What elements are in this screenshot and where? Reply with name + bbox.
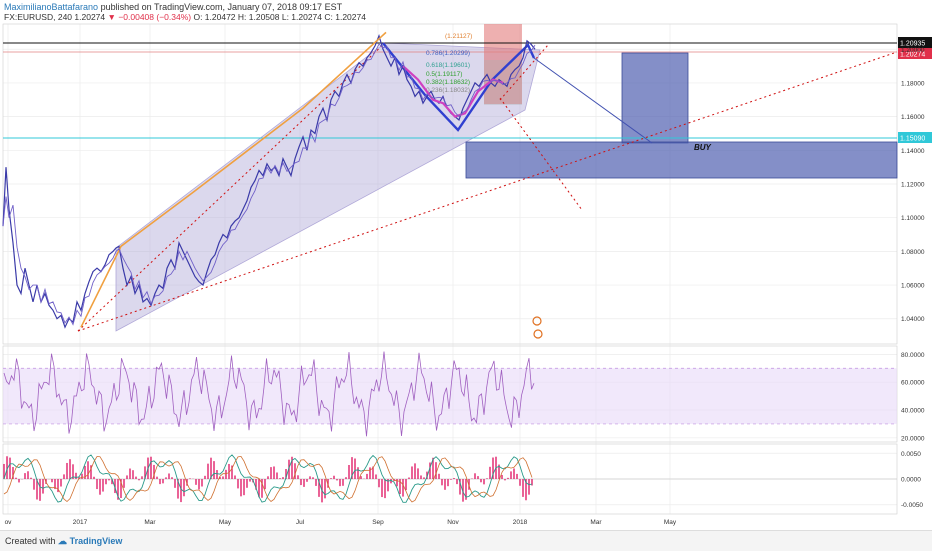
y-tick-label: 20.0000 [901,435,925,442]
y-tick-label: 1.18000 [901,80,925,87]
event-icon[interactable] [533,329,543,339]
y-tick-label: 0.0000 [901,477,921,484]
y-tick-label: 1.12000 [901,182,925,189]
symbol-label: FX:EURUSD, 240 [4,12,73,22]
rsi-series [3,351,897,437]
published-text: published on TradingView.com, January 07… [100,2,343,12]
price-panel [2,23,898,345]
price-line [2,33,536,329]
event-markers[interactable] [532,316,543,339]
macd-line [3,454,533,503]
chart-canvas[interactable]: (1.21127) 0.786(1.20299) 0.618(1.19601) 0.5… [0,0,932,530]
x-tick-label: Mar [590,519,602,526]
publish-line: MaximilianoBattafarano published on Trad… [4,2,342,12]
macd-series [3,454,897,503]
price-series [2,31,536,329]
buy-label: BUY [694,143,712,152]
target-box [621,52,689,144]
y-tick-label: 40.0000 [901,408,925,415]
fib-level-label: 0.236(1.18032) [426,87,470,94]
price-tag-resistance-text: 1.20935 [900,41,925,48]
y-tick-label: 1.06000 [901,283,925,290]
x-tick-label: Sep [372,519,384,526]
y-tick-label: 1.14000 [901,148,925,155]
fib-zone-top [484,24,522,104]
tradingview-logo-icon[interactable]: ☁ [58,536,68,546]
y-tick-label: 0.0050 [901,451,921,458]
y-axis-labels: 1.04000 1.06000 1.08000 1.10000 1.12000 1.140… [901,47,925,509]
price-tag-resistance [898,37,932,48]
rsi-line [3,351,535,437]
down-arrow-icon: ▼ [107,12,116,22]
tradingview-brand[interactable]: TradingView [69,536,123,546]
price-tag-last-text: 1.20274 [900,52,925,59]
price-tag-support [898,132,932,143]
y-tick-label: 1.08000 [901,249,925,256]
x-tick-label: 2017 [73,519,88,526]
y-tick-label: 60.0000 [901,380,925,387]
footer-bar: Created with ☁ TradingView [0,530,932,551]
created-with-text: Created with [5,536,56,546]
fib-level-label: (1.21127) [445,33,472,40]
moving-average-orange [80,31,387,328]
y-tick-label: 1.04000 [901,316,925,323]
x-tick-label: ov [5,519,13,526]
x-tick-label: Mar [144,519,156,526]
last-price: 1.20274 [74,12,106,22]
fib-level-label: 0.382(1.18632) [426,79,470,86]
y-tick-label: 1.10000 [901,215,925,222]
buy-zone-box [465,141,898,179]
projection-arrow [533,57,653,144]
regression-channel [115,42,541,332]
x-tick-label: Jul [296,519,305,526]
chart-header: MaximilianoBattafarano published on Trad… [0,0,932,22]
harmonic-pattern [382,42,536,132]
symbol-line: FX:EURUSD, 240 1.20274 ▼ −0.00408 (−0.34… [4,12,366,22]
x-tick-label: 2018 [513,519,528,526]
price-axis-tags: 1.20935 1.20274 1.15090 [898,37,932,143]
y-tick-label: 1.20000 [901,47,925,54]
author-link[interactable]: MaximilianoBattafarano [4,2,99,12]
x-tick-label: May [664,519,677,526]
price-tag-support-text: 1.15090 [900,136,925,143]
ohlc-values: O: 1.20472 H: 1.20508 L: 1.20274 C: 1.20… [193,12,366,22]
trendline-up [499,44,549,101]
fib-level-label: 0.786(1.20299) [426,50,470,57]
macd-signal-line [3,455,533,503]
y-tick-label: 80.0000 [901,352,925,359]
moving-average-pink [402,65,504,118]
x-axis-labels: ov 2017 Mar May Jul Sep Nov 2018 Mar May [5,519,677,526]
trendline-steep [77,42,386,332]
x-tick-label: May [219,519,232,526]
moving-average-slow [2,43,536,326]
created-with: Created with ☁ TradingView [5,536,122,547]
fib-level-label: 0.5(1.19117) [426,71,462,78]
price-change: −0.00408 (−0.34%) [118,12,192,22]
x-tick-label: Nov [447,519,459,526]
event-icon[interactable] [532,316,542,326]
trendline-down [499,97,583,211]
y-tick-label: -0.0050 [901,502,923,509]
fib-labels: (1.21127) 0.786(1.20299) 0.618(1.19601) 0.5… [426,33,472,94]
price-tag-last [898,48,932,59]
fib-level-label: 0.618(1.19601) [426,62,470,69]
trendline-long [77,51,898,332]
y-tick-label: 1.16000 [901,114,925,121]
